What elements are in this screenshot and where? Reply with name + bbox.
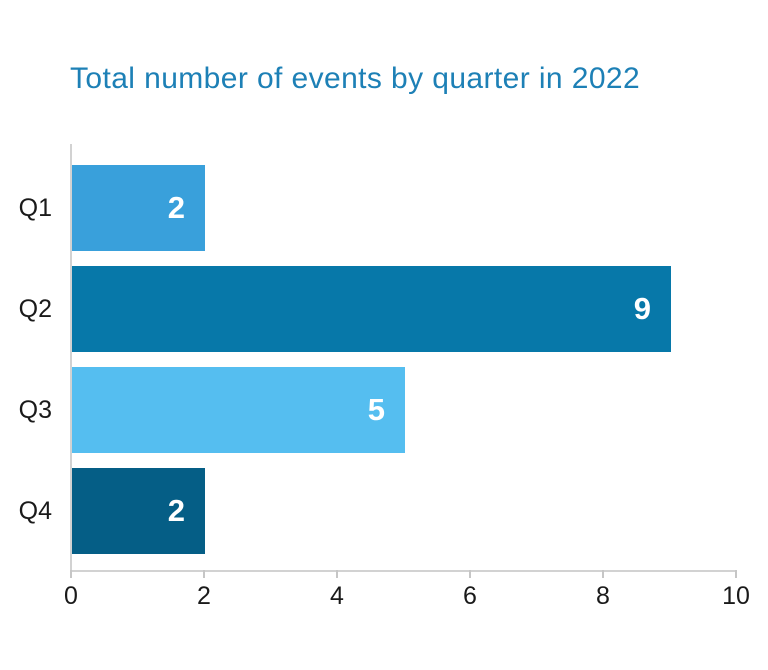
bar-value-label: 2 — [167, 190, 185, 225]
x-axis-tick — [602, 570, 604, 578]
bar-value-label: 2 — [167, 493, 185, 528]
bar-value-label: 5 — [367, 392, 385, 427]
chart-title: Total number of events by quarter in 202… — [70, 62, 641, 95]
category-label-q1: Q1 — [18, 194, 52, 222]
category-label-q2: Q2 — [18, 295, 52, 323]
bar-q1: 2 — [72, 165, 205, 251]
x-axis-tick-label: 6 — [463, 582, 477, 610]
plot-area: Q1 2 Q2 9 Q3 5 Q4 2 0 2 4 6 8 10 — [19, 144, 750, 610]
x-axis-tick — [469, 570, 471, 578]
category-label-q3: Q3 — [18, 396, 52, 424]
bar-q3: 5 — [72, 367, 405, 453]
x-axis-tick-label: 10 — [722, 582, 750, 610]
bar-q4: 2 — [72, 468, 205, 554]
x-axis-tick — [336, 570, 338, 578]
bar-value-label: 9 — [633, 291, 651, 326]
x-axis-tick — [70, 570, 72, 578]
x-axis-tick-label: 8 — [596, 582, 610, 610]
x-axis-tick — [735, 570, 737, 578]
x-axis-tick-label: 4 — [330, 582, 344, 610]
bar-q2: 9 — [72, 266, 671, 352]
category-label-q4: Q4 — [18, 497, 52, 525]
x-axis-tick-label: 0 — [64, 582, 78, 610]
x-axis-tick — [203, 570, 205, 578]
x-axis-tick-label: 2 — [197, 582, 211, 610]
